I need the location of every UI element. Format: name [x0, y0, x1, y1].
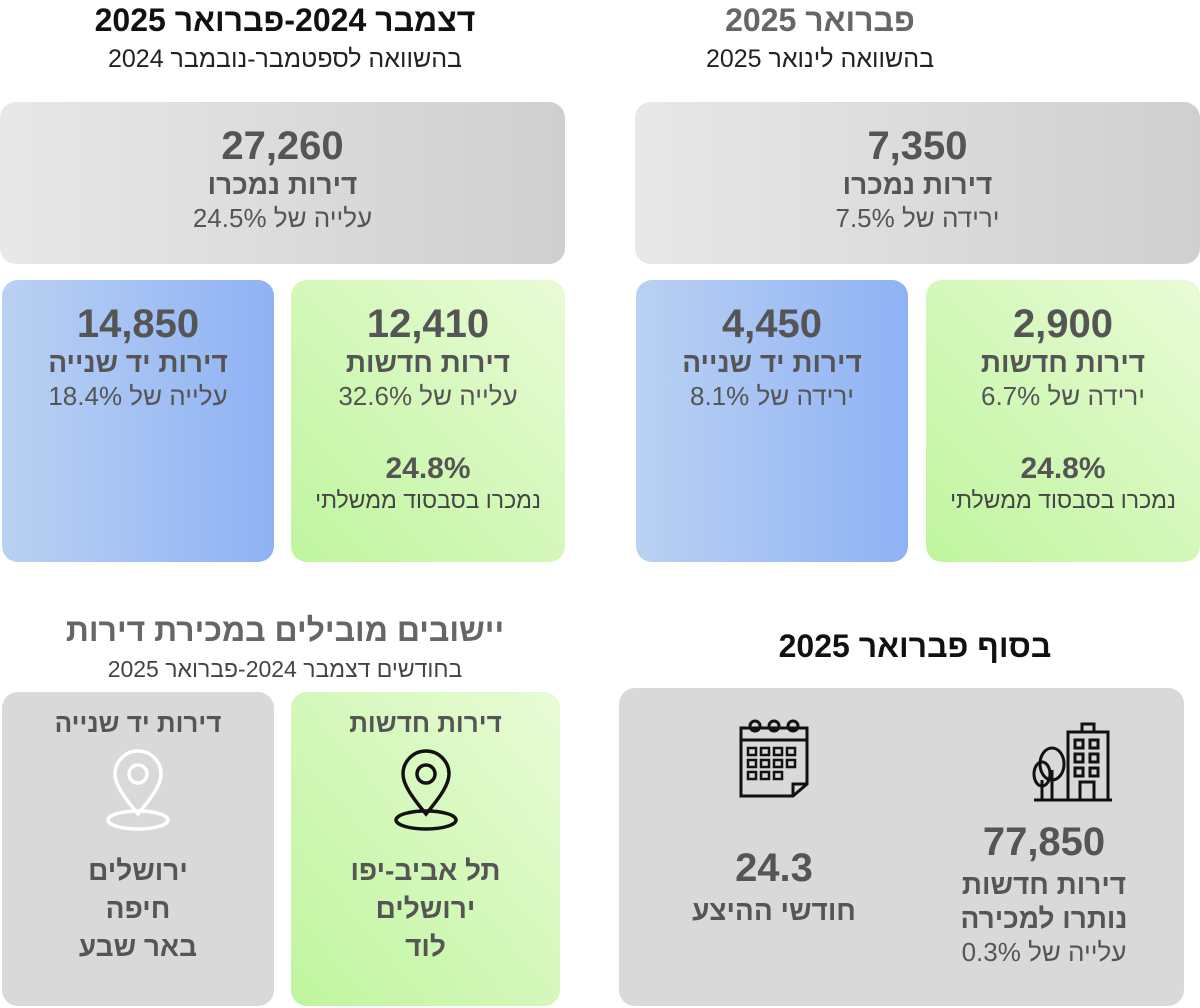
quarterly-second-hand-value: 14,850	[76, 302, 200, 346]
monthly-second-hand-change: ירידה של 8.1%	[690, 381, 854, 411]
quarterly-new-subsidy-label: נמכרו בסבסוד ממשלתי	[315, 487, 541, 513]
monthly-new-label: דירות חדשות	[980, 347, 1146, 378]
supply-months-block: 24.3 חודשי ההיצע	[649, 846, 899, 928]
leading-new-card: דירות חדשות תל אביב-יפו ירושלים לוד	[291, 692, 560, 1006]
quarterly-total-value: 27,260	[221, 124, 344, 168]
leading-new-city-2: ירושלים	[375, 893, 476, 924]
leading-cities-subtitle: בחודשים דצמבר 2024-פברואר 2025	[107, 656, 463, 682]
location-pin-icon	[103, 748, 173, 834]
building-icon	[1032, 720, 1114, 804]
quarterly-total-card: 27,260 דירות נמכרו עלייה של 24.5%	[0, 102, 565, 264]
supply-months-label: חודשי ההיצע	[692, 895, 856, 926]
quarterly-total-label: דירות נמכרו	[207, 169, 358, 200]
quarterly-second-hand-card: 14,850 דירות יד שנייה עלייה של 18.4%	[2, 280, 274, 562]
monthly-total-card: 7,350 דירות נמכרו ירידה של 7.5%	[635, 102, 1200, 264]
monthly-subtitle: בהשוואה לינואר 2025	[705, 45, 935, 73]
monthly-new-value: 2,900	[1012, 302, 1114, 346]
monthly-total-change: ירידה של 7.5%	[835, 203, 1000, 233]
inventory-label-line2: נותרו למכירה	[960, 903, 1128, 934]
inventory-value: 77,850	[982, 820, 1106, 864]
quarterly-subtitle: בהשוואה לספטמבר-נובמבר 2024	[107, 45, 463, 73]
leading-second-hand-label: דירות יד שנייה	[54, 708, 222, 738]
monthly-total-value: 7,350	[867, 124, 968, 168]
quarterly-new-card: 12,410 דירות חדשות עלייה של 32.6% 24.8% …	[291, 280, 565, 562]
quarterly-new-change: עלייה של 32.6%	[338, 381, 518, 411]
quarterly-new-label: דירות חדשות	[345, 347, 511, 378]
monthly-new-card: 2,900 דירות חדשות ירידה של 6.7% 24.8% נמ…	[926, 280, 1200, 562]
leading-cities-title: יישובים מובילים במכירת דירות	[65, 612, 505, 648]
end-of-month-title: בסוף פברואר 2025	[778, 628, 1052, 664]
leading-second-hand-city-1: ירושלים	[88, 855, 188, 886]
monthly-new-change: ירידה של 6.7%	[981, 381, 1145, 411]
monthly-total-label: דירות נמכרו	[842, 169, 993, 200]
inventory-block: 77,850 דירות חדשות נותרו למכירה עלייה של…	[914, 820, 1174, 968]
leading-second-hand-cities: ירושלים חיפה באר שבע	[2, 852, 274, 966]
quarterly-second-hand-label: דירות יד שנייה	[48, 347, 228, 378]
calendar-icon	[737, 718, 811, 800]
monthly-second-hand-label: דירות יד שנייה	[682, 347, 862, 378]
inventory-label-line1: דירות חדשות	[961, 869, 1127, 900]
leading-new-cities: תל אביב-יפו ירושלים לוד	[291, 852, 560, 966]
leading-second-hand-city-2: חיפה	[105, 893, 171, 924]
leading-new-label: דירות חדשות	[349, 708, 502, 738]
monthly-title: פברואר 2025	[725, 2, 915, 38]
supply-months-value: 24.3	[735, 846, 813, 890]
leading-second-hand-city-3: באר שבע	[78, 931, 198, 962]
leading-new-city-1: תל אביב-יפו	[350, 855, 501, 886]
monthly-new-subsidy-pct: 24.8%	[1020, 452, 1106, 485]
quarterly-title: דצמבר 2024-פברואר 2025	[94, 2, 476, 38]
leading-second-hand-card: דירות יד שנייה ירושלים חיפה באר שבע	[2, 692, 274, 1006]
monthly-second-hand-value: 4,450	[721, 302, 823, 346]
monthly-new-subsidy-label: נמכרו בסבסוד ממשלתי	[950, 487, 1176, 513]
monthly-second-hand-card: 4,450 דירות יד שנייה ירידה של 8.1%	[636, 280, 908, 562]
end-of-month-card: 77,850 דירות חדשות נותרו למכירה עלייה של…	[619, 688, 1184, 1006]
quarterly-new-subsidy-pct: 24.8%	[385, 452, 471, 485]
leading-new-city-3: לוד	[405, 931, 446, 962]
location-pin-icon	[391, 748, 461, 834]
quarterly-second-hand-change: עלייה של 18.4%	[48, 381, 228, 411]
quarterly-total-change: עלייה של 24.5%	[192, 203, 373, 233]
inventory-change: עלייה של 0.3%	[961, 937, 1127, 967]
quarterly-new-value: 12,410	[366, 302, 490, 346]
